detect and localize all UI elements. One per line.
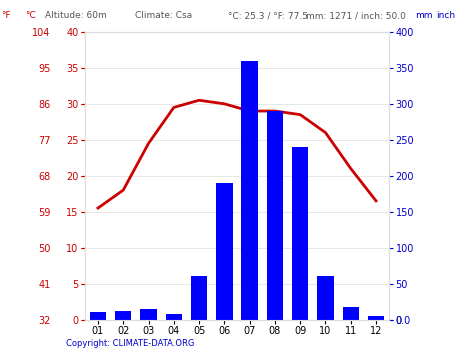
- Text: inch: inch: [436, 11, 455, 21]
- Bar: [191, 276, 207, 320]
- Text: Climate: Csa: Climate: Csa: [135, 11, 192, 21]
- Text: mm: mm: [415, 11, 432, 21]
- Bar: [292, 147, 309, 320]
- Text: °F: °F: [1, 11, 10, 21]
- Text: Altitude: 60m: Altitude: 60m: [45, 11, 107, 21]
- Bar: [368, 316, 384, 320]
- Bar: [115, 311, 131, 320]
- Bar: [241, 61, 258, 320]
- Text: °C: 25.3 / °F: 77.5: °C: 25.3 / °F: 77.5: [228, 11, 308, 21]
- Text: °C: °C: [25, 11, 36, 21]
- Bar: [165, 314, 182, 320]
- Bar: [140, 309, 157, 320]
- Text: mm: 1271 / inch: 50.0: mm: 1271 / inch: 50.0: [306, 11, 406, 21]
- Bar: [267, 111, 283, 320]
- Bar: [90, 312, 106, 320]
- Text: Copyright: CLIMATE-DATA.ORG: Copyright: CLIMATE-DATA.ORG: [66, 339, 195, 348]
- Bar: [216, 183, 233, 320]
- Bar: [317, 276, 334, 320]
- Bar: [343, 307, 359, 320]
